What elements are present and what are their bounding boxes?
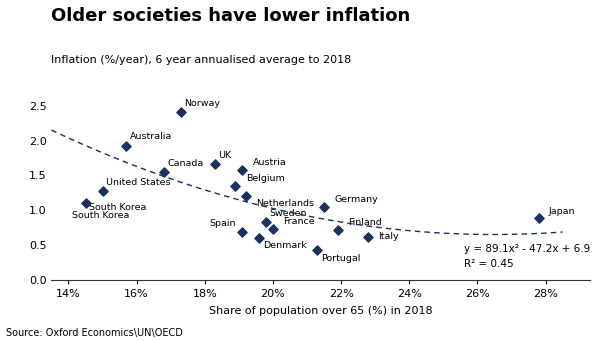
Point [237,229,247,235]
Point [534,216,544,221]
Text: South Korea: South Korea [89,203,146,212]
Text: Canada: Canada [168,159,203,168]
Text: Netherlands: Netherlands [256,199,314,208]
Text: Australia: Australia [130,132,172,141]
Point [268,226,278,232]
Text: Japan: Japan [549,207,575,216]
Text: Denmark: Denmark [263,241,307,250]
Point [241,193,250,199]
Text: Austria: Austria [252,158,286,167]
Text: Older societies have lower inflation: Older societies have lower inflation [51,7,411,25]
Text: Spain: Spain [209,219,235,228]
Point [319,204,329,209]
Text: South Korea: South Korea [72,205,129,220]
Text: UK: UK [218,151,232,160]
Point [159,169,169,175]
Text: Belgium: Belgium [246,174,284,183]
Text: Portugal: Portugal [321,254,360,263]
Point [312,248,322,253]
Text: Norway: Norway [185,99,220,108]
Text: Sweden: Sweden [270,209,307,218]
Point [122,143,131,148]
X-axis label: Share of population over 65 (%) in 2018: Share of population over 65 (%) in 2018 [209,306,433,315]
Text: y = 89.1x² - 47.2x + 6.9
R² = 0.45: y = 89.1x² - 47.2x + 6.9 R² = 0.45 [464,244,590,269]
Text: Finland: Finland [348,218,382,227]
Point [176,109,186,115]
Text: Italy: Italy [379,232,399,241]
Point [80,201,90,206]
Point [255,235,264,241]
Text: France: France [283,217,315,226]
Text: Source: Oxford Economics\UN\OECD: Source: Oxford Economics\UN\OECD [6,328,183,338]
Point [261,219,271,225]
Point [237,167,247,173]
Point [97,189,107,194]
Point [210,162,220,167]
Text: Germany: Germany [335,195,378,204]
Text: United States: United States [106,178,171,187]
Point [333,227,342,232]
Text: Inflation (%/year), 6 year annualised average to 2018: Inflation (%/year), 6 year annualised av… [51,55,352,64]
Point [364,234,373,239]
Point [231,183,240,189]
